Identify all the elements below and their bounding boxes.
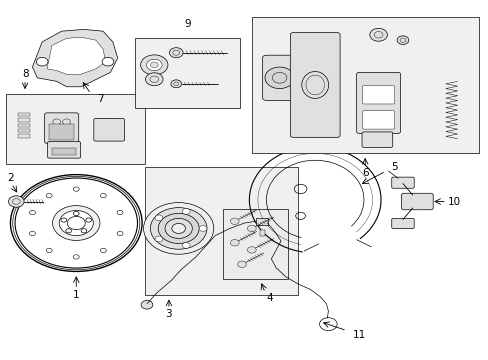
FancyBboxPatch shape bbox=[362, 111, 394, 129]
Circle shape bbox=[146, 59, 162, 71]
FancyBboxPatch shape bbox=[391, 219, 413, 228]
Text: 8: 8 bbox=[22, 69, 28, 79]
FancyBboxPatch shape bbox=[290, 33, 339, 137]
Circle shape bbox=[100, 248, 106, 253]
Circle shape bbox=[150, 62, 158, 68]
Circle shape bbox=[61, 218, 66, 222]
Text: 1: 1 bbox=[73, 290, 80, 300]
Circle shape bbox=[247, 247, 256, 253]
Bar bbox=[144, 167, 298, 295]
Circle shape bbox=[171, 224, 185, 233]
Text: 3: 3 bbox=[165, 310, 172, 319]
Circle shape bbox=[170, 80, 181, 88]
Circle shape bbox=[46, 193, 52, 198]
Text: 10: 10 bbox=[447, 197, 460, 207]
Circle shape bbox=[182, 243, 190, 248]
Circle shape bbox=[102, 57, 114, 66]
Circle shape bbox=[145, 73, 163, 86]
Circle shape bbox=[150, 208, 206, 249]
Circle shape bbox=[155, 236, 163, 242]
Circle shape bbox=[29, 210, 35, 215]
Polygon shape bbox=[32, 30, 118, 87]
Bar bbox=[259, 230, 265, 235]
Circle shape bbox=[46, 248, 52, 253]
Circle shape bbox=[230, 239, 239, 246]
Circle shape bbox=[73, 187, 79, 191]
Bar bbox=[18, 123, 30, 127]
Circle shape bbox=[264, 67, 294, 89]
Text: 11: 11 bbox=[352, 330, 365, 340]
Circle shape bbox=[141, 55, 167, 75]
Circle shape bbox=[169, 48, 183, 58]
Circle shape bbox=[86, 218, 91, 222]
Polygon shape bbox=[47, 37, 105, 74]
FancyBboxPatch shape bbox=[391, 177, 413, 188]
Bar bbox=[98, 125, 109, 128]
Circle shape bbox=[117, 210, 123, 215]
Circle shape bbox=[230, 218, 239, 225]
Circle shape bbox=[73, 211, 79, 216]
Circle shape bbox=[36, 57, 48, 66]
Circle shape bbox=[247, 225, 256, 231]
Text: 4: 4 bbox=[266, 293, 273, 303]
Bar bbox=[222, 209, 288, 279]
Circle shape bbox=[53, 206, 100, 240]
Text: 9: 9 bbox=[183, 19, 190, 29]
Circle shape bbox=[158, 213, 199, 243]
FancyBboxPatch shape bbox=[262, 55, 297, 100]
FancyBboxPatch shape bbox=[44, 113, 79, 143]
Circle shape bbox=[164, 219, 192, 238]
Circle shape bbox=[182, 208, 190, 214]
Text: 2: 2 bbox=[7, 173, 14, 183]
Bar bbox=[135, 39, 239, 108]
Text: 6: 6 bbox=[361, 168, 368, 178]
Circle shape bbox=[65, 229, 71, 233]
Bar bbox=[98, 119, 109, 123]
FancyBboxPatch shape bbox=[361, 132, 392, 147]
Text: 5: 5 bbox=[390, 162, 397, 172]
Bar bbox=[18, 129, 30, 132]
FancyBboxPatch shape bbox=[94, 118, 124, 141]
Circle shape bbox=[143, 203, 213, 254]
Circle shape bbox=[59, 211, 93, 235]
Bar bbox=[251, 17, 478, 153]
Bar bbox=[18, 134, 30, 138]
Circle shape bbox=[29, 231, 35, 236]
Circle shape bbox=[237, 261, 246, 267]
Circle shape bbox=[81, 229, 86, 233]
Bar bbox=[18, 113, 30, 116]
Circle shape bbox=[117, 231, 123, 236]
Text: 7: 7 bbox=[97, 94, 104, 104]
FancyBboxPatch shape bbox=[356, 72, 400, 134]
Bar bbox=[18, 118, 30, 122]
Bar bbox=[98, 135, 109, 139]
FancyBboxPatch shape bbox=[401, 193, 432, 210]
FancyBboxPatch shape bbox=[362, 86, 394, 104]
Circle shape bbox=[369, 28, 386, 41]
Circle shape bbox=[100, 193, 106, 198]
Circle shape bbox=[155, 215, 163, 221]
Bar bbox=[255, 218, 267, 225]
Circle shape bbox=[141, 301, 153, 309]
Bar bbox=[98, 130, 109, 134]
Bar bbox=[49, 123, 74, 140]
Circle shape bbox=[199, 226, 206, 231]
Bar bbox=[5, 94, 144, 164]
Circle shape bbox=[396, 36, 408, 44]
Circle shape bbox=[8, 196, 24, 207]
Bar bbox=[52, 148, 76, 155]
FancyBboxPatch shape bbox=[47, 141, 81, 158]
Circle shape bbox=[73, 255, 79, 259]
